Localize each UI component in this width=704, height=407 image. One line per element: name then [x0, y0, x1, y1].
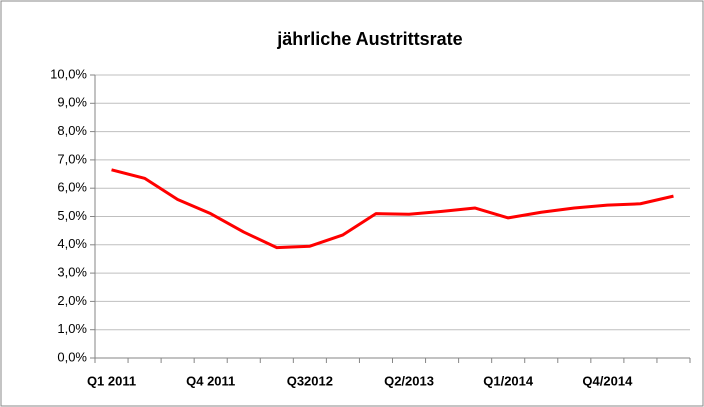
y-tick-label: 10,0%	[50, 66, 87, 81]
y-tick-label: 7,0%	[57, 151, 87, 166]
y-tick-label: 1,0%	[57, 321, 87, 336]
x-tick-label: Q4 2011	[186, 373, 235, 388]
y-tick-label: 2,0%	[57, 293, 87, 308]
line-series	[111, 168, 674, 250]
x-tick-label: Q2/2013	[384, 373, 434, 388]
y-tick-label: 3,0%	[57, 265, 87, 280]
y-tick-label: 5,0%	[57, 208, 87, 223]
x-tick-label: Q1 2011	[87, 373, 136, 388]
y-tick-label: 6,0%	[57, 180, 87, 195]
x-tick-label: Q1/2014	[483, 373, 534, 388]
y-tick-label: 9,0%	[57, 95, 87, 110]
y-tick-label: 4,0%	[57, 236, 87, 251]
x-tick-label: Q32012	[287, 373, 333, 388]
y-tick-label: 8,0%	[57, 123, 87, 138]
y-tick-label: 0,0%	[57, 349, 87, 364]
chart-title: jährliche Austrittsrate	[276, 29, 462, 49]
x-tick-label: Q4/2014	[582, 373, 633, 388]
